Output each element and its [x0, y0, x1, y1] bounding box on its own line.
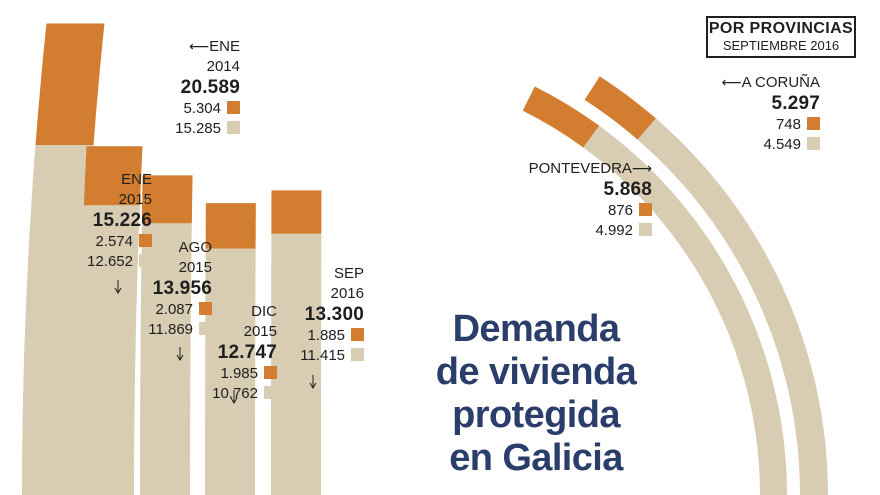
bar-beige-ene-2014	[22, 145, 94, 495]
province-name: A CORUÑA	[741, 74, 820, 91]
beige-swatch	[639, 223, 652, 236]
headline-line-1: Demanda	[452, 308, 620, 350]
label-ago-2015: AGO 2015 13.956 2.087 11.869	[148, 238, 212, 340]
beige-value: 4.549	[763, 136, 801, 153]
orange-value: 1.985	[220, 365, 258, 382]
month-label: ENE	[121, 171, 152, 188]
orange-value: 2.087	[155, 301, 193, 318]
label-ene-2015: ENE 2015 15.226 2.574 12.652	[87, 170, 152, 272]
orange-swatch	[639, 203, 652, 216]
year-label: 2014	[206, 58, 240, 75]
ring-orange-pontevedra	[522, 86, 600, 148]
down-arrow-icon	[230, 397, 238, 404]
total-value: 12.747	[217, 342, 277, 363]
label-sep-2016: SEP 2016 13.300 1.885 11.415	[300, 264, 364, 366]
beige-value: 15.285	[175, 120, 221, 137]
headline-line-2: de vivienda	[435, 351, 637, 393]
beige-swatch	[139, 254, 152, 267]
beige-value: 11.869	[148, 321, 193, 338]
beige-value: 11.415	[300, 347, 345, 364]
label-pontevedra: PONTEVEDRA⟶ 5.868 876 4.992	[529, 158, 652, 241]
total-value: 13.956	[152, 278, 212, 299]
month-label: ENE	[209, 38, 240, 55]
provinces-title: POR PROVINCIAS	[708, 20, 854, 37]
orange-value: 748	[775, 116, 801, 133]
right-arrow-icon: ⟶	[631, 160, 652, 176]
orange-value: 876	[607, 202, 633, 219]
orange-value: 5.304	[183, 100, 221, 117]
ring-beige-pontevedra	[583, 125, 787, 495]
headline-line-3: protegida	[452, 394, 620, 436]
bar-orange-ene-2014	[35, 23, 105, 145]
down-arrow-icon	[114, 287, 122, 294]
orange-swatch	[807, 117, 820, 130]
month-label: SEP	[333, 265, 364, 282]
total-value: 5.297	[771, 93, 820, 114]
bar-orange-ene-2015	[83, 146, 143, 206]
beige-swatch	[227, 121, 240, 134]
ring-orange-a-coruña	[584, 76, 656, 140]
province-name: PONTEVEDRA	[528, 160, 632, 177]
bar-beige-dic-2015	[205, 248, 256, 495]
orange-value: 2.574	[95, 233, 133, 250]
down-arrow-icon	[176, 354, 184, 361]
headline-line-4: en Galicia	[449, 437, 623, 479]
provinces-subtitle: SEPTIEMBRE 2016	[722, 38, 840, 53]
bar-beige-sep-2016	[271, 233, 322, 495]
beige-swatch	[264, 386, 277, 399]
year-label: 2015	[178, 259, 212, 276]
beige-value: 12.652	[87, 253, 133, 270]
orange-swatch	[351, 328, 364, 341]
provinces-box: POR PROVINCIAS SEPTIEMBRE 2016	[706, 16, 856, 58]
year-label: 2015	[118, 191, 152, 208]
total-value: 13.300	[304, 304, 364, 325]
orange-value: 1.885	[307, 327, 345, 344]
ring-beige-a-coruña	[637, 118, 828, 495]
bar-orange-sep-2016	[271, 190, 322, 234]
bar-beige-ago-2015	[140, 223, 192, 495]
year-label: 2015	[243, 323, 277, 340]
down-arrow-icon	[309, 382, 317, 389]
beige-value: 4.992	[595, 222, 633, 239]
year-label: 2016	[330, 285, 364, 302]
total-value: 15.226	[92, 210, 152, 231]
beige-value: 10.762	[212, 385, 258, 402]
beige-swatch	[199, 322, 212, 335]
total-value: 5.868	[603, 179, 652, 200]
orange-swatch	[264, 366, 277, 379]
label-a-coruna: ⟵A CORUÑA 5.297 748 4.549	[722, 72, 820, 155]
bar-orange-dic-2015	[205, 203, 256, 249]
orange-swatch	[139, 234, 152, 247]
orange-swatch	[227, 101, 240, 114]
month-label: DIC	[251, 303, 277, 320]
label-dic-2015: DIC 2015 12.747 1.985 10.762	[212, 302, 277, 404]
bar-orange-ago-2015	[141, 175, 193, 224]
label-ene-2014: ⟵ENE 2014 20.589 5.304 15.285	[175, 36, 240, 139]
headline: Demanda de vivienda protegida en Galicia	[420, 308, 652, 480]
bar-beige-ene-2015	[78, 205, 140, 495]
orange-swatch	[199, 302, 212, 315]
total-value: 20.589	[180, 77, 240, 98]
month-label: AGO	[178, 239, 212, 256]
beige-swatch	[807, 137, 820, 150]
left-arrow-icon: ⟵	[721, 74, 742, 90]
left-arrow-icon: ⟵	[189, 38, 210, 54]
beige-swatch	[351, 348, 364, 361]
